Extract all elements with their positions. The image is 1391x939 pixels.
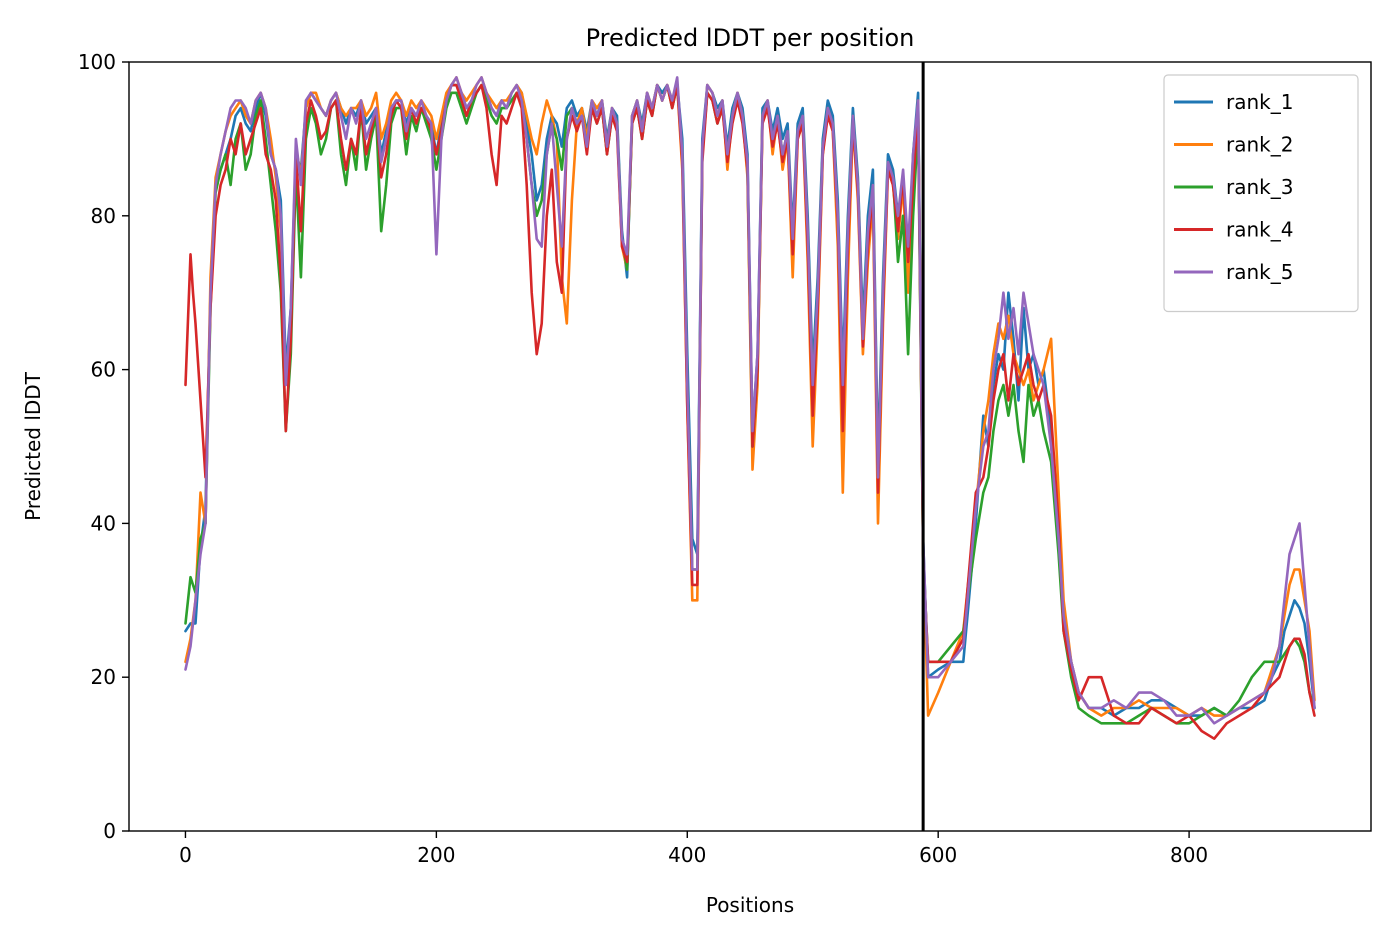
x-tick-label: 600 [919,843,957,867]
legend-label: rank_3 [1226,175,1293,199]
x-axis: 0 200 400 600 800 [179,831,1208,867]
legend-label: rank_4 [1226,218,1293,242]
chart-title: Predicted lDDT per position [586,24,915,52]
y-tick-label: 20 [91,665,116,689]
x-tick-label: 200 [417,843,455,867]
x-tick-label: 800 [1170,843,1208,867]
plot-frame [128,61,1372,832]
legend-label: rank_2 [1226,133,1293,157]
legend-box [1163,74,1359,313]
y-axis: 0 20 40 60 80 100 [78,50,129,843]
y-tick-label: 0 [103,819,116,843]
x-tick-label: 0 [179,843,192,867]
y-tick-label: 60 [91,358,116,382]
series-layer [184,76,1316,740]
x-axis-title: Positions [706,893,794,917]
legend-label: rank_1 [1226,90,1293,114]
y-axis-title: Predicted lDDT [21,371,45,521]
y-tick-label: 100 [78,50,116,74]
x-tick-label: 400 [668,843,706,867]
y-tick-label: 80 [91,204,116,228]
y-tick-label: 40 [91,511,116,535]
plot-area [128,61,1372,832]
legend-label: rank_5 [1226,260,1293,284]
series-line-rank_5 [184,76,1316,725]
legend: rank_1 rank_2 rank_3 rank_4 rank_5 [1163,74,1359,313]
